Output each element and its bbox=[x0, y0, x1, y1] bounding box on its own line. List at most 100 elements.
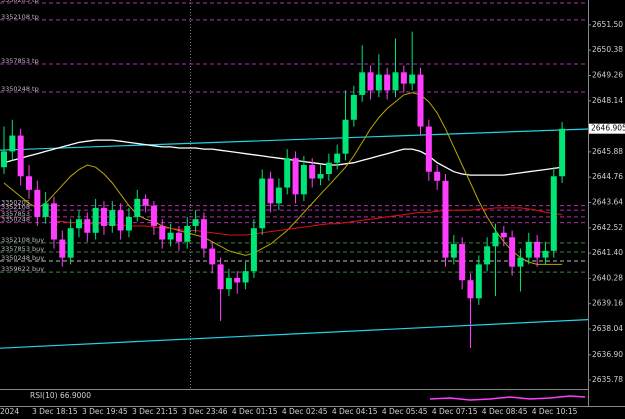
moving-average bbox=[54, 207, 563, 236]
candle-body bbox=[392, 72, 399, 91]
candle-body bbox=[300, 164, 307, 195]
order-label: 3350205 bbox=[1, 199, 30, 207]
candle-body bbox=[292, 158, 299, 195]
y-tick-label: 2650.38 bbox=[592, 45, 623, 54]
candle-body bbox=[175, 232, 182, 242]
candle-body bbox=[342, 119, 349, 154]
order-label: 3350248 buy bbox=[1, 254, 44, 262]
y-tick-label: 2640.28 bbox=[592, 273, 623, 282]
candle-body bbox=[384, 74, 391, 91]
candle-body bbox=[317, 174, 324, 179]
candle-body bbox=[542, 250, 549, 258]
candle-body bbox=[475, 264, 482, 299]
x-tick-label: 4 Dec 05:45 bbox=[382, 407, 428, 416]
trendline bbox=[0, 128, 589, 151]
candle-body bbox=[100, 207, 107, 226]
candle-body bbox=[309, 164, 316, 179]
y-tick-label: 2638.04 bbox=[592, 324, 623, 333]
y-tick-label: 2643.64 bbox=[592, 197, 623, 206]
candle-body bbox=[109, 210, 116, 226]
candle-body bbox=[209, 248, 216, 265]
candle-body bbox=[1, 151, 7, 168]
candle-body bbox=[84, 219, 91, 233]
y-tick-label: 2645.88 bbox=[592, 147, 623, 156]
order-label: 3350205 tp bbox=[1, 0, 39, 4]
x-tick-label: 4 Dec 02:45 bbox=[282, 407, 328, 416]
order-label: 3357853 bbox=[1, 210, 30, 218]
candle-body bbox=[184, 225, 191, 242]
candle-body bbox=[450, 244, 457, 258]
candle-body bbox=[117, 210, 124, 231]
candle-body bbox=[25, 176, 32, 190]
x-tick-label: 4 Dec 10:15 bbox=[532, 407, 578, 416]
candle-body bbox=[425, 126, 432, 172]
candle-body bbox=[559, 128, 566, 177]
candle-body bbox=[59, 239, 66, 258]
candle-body bbox=[150, 205, 157, 226]
candle-body bbox=[142, 198, 149, 206]
candle-body bbox=[217, 264, 224, 290]
candle-body bbox=[375, 74, 382, 91]
order-label: 3357853 buy bbox=[1, 245, 44, 253]
candle-body bbox=[400, 72, 407, 84]
y-tick-label: 2635.78 bbox=[592, 375, 623, 384]
candle-body bbox=[442, 180, 449, 258]
x-tick-label: 4 Dec 08:45 bbox=[482, 407, 528, 416]
candle-body bbox=[267, 178, 274, 204]
x-tick-label: 3 Dec 18:15 bbox=[32, 407, 78, 416]
candle-body bbox=[192, 219, 199, 226]
x-tick-label: 3 Dec 21:15 bbox=[132, 407, 178, 416]
y-tick-label: 2649.26 bbox=[592, 70, 623, 79]
candle-body bbox=[417, 74, 424, 127]
candle-body bbox=[534, 241, 541, 258]
candle-body bbox=[467, 280, 474, 299]
candle-body bbox=[509, 237, 516, 267]
last-price-box bbox=[589, 123, 625, 134]
candle-body bbox=[159, 225, 166, 240]
x-tick-label: 2024 bbox=[0, 407, 19, 416]
indicator-line bbox=[429, 395, 586, 401]
candle-body bbox=[225, 277, 232, 290]
candle-body bbox=[234, 277, 241, 283]
trendline bbox=[0, 319, 589, 349]
moving-average bbox=[3, 92, 563, 265]
candle-body bbox=[50, 203, 57, 240]
candle-body bbox=[134, 198, 141, 217]
candle-body bbox=[525, 241, 532, 258]
candle-body bbox=[34, 189, 41, 217]
y-tick-label: 2636.90 bbox=[592, 350, 623, 359]
candle-body bbox=[434, 171, 441, 181]
x-tick-label: 3 Dec 23:46 bbox=[182, 407, 228, 416]
candle-body bbox=[350, 94, 357, 120]
x-tick-label: 4 Dec 04:15 bbox=[332, 407, 378, 416]
candle-body bbox=[275, 187, 282, 204]
candle-body bbox=[334, 153, 341, 163]
order-label: 3359622 buy bbox=[1, 265, 44, 273]
candle-body bbox=[167, 232, 174, 240]
y-tick-label: 2648.14 bbox=[592, 96, 623, 105]
last-price-label: 2646.905 bbox=[591, 124, 625, 133]
candle-body bbox=[284, 158, 291, 188]
candle-body bbox=[200, 219, 207, 249]
order-label: 3352108 tp bbox=[1, 13, 39, 21]
candle-body bbox=[242, 271, 249, 283]
y-tick-label: 2639.16 bbox=[592, 299, 623, 308]
moving-average bbox=[3, 139, 563, 176]
candle-body bbox=[9, 135, 16, 152]
candle-body bbox=[367, 72, 374, 91]
y-tick-label: 2642.52 bbox=[592, 223, 623, 232]
candle-body bbox=[325, 162, 332, 175]
candle-body bbox=[550, 176, 557, 251]
candle-body bbox=[492, 232, 499, 247]
candle-body bbox=[125, 216, 132, 231]
candle-body bbox=[67, 228, 74, 258]
candle-body bbox=[409, 74, 416, 84]
x-tick-label: 4 Dec 07:15 bbox=[432, 407, 478, 416]
x-tick-label: 3 Dec 19:45 bbox=[82, 407, 128, 416]
order-label: 3357853 tp bbox=[1, 57, 39, 65]
candle-body bbox=[459, 244, 466, 281]
candle-body bbox=[75, 219, 82, 229]
candle-body bbox=[42, 203, 49, 217]
